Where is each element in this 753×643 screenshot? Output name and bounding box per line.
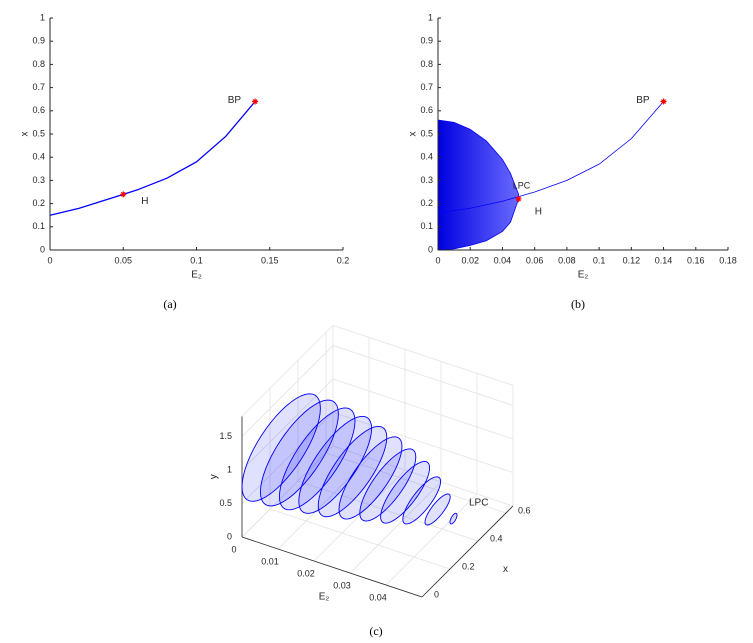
limit-cycle xyxy=(241,393,321,502)
x-tick-label: 0.12 xyxy=(623,255,641,265)
e-tick-label: 0.04 xyxy=(369,592,387,602)
limit-cycle xyxy=(424,493,451,526)
grid-line xyxy=(313,349,406,562)
y-tick-label: 0.8 xyxy=(32,59,45,69)
e-tick-label: 0.03 xyxy=(333,580,351,590)
curve xyxy=(437,101,664,214)
x-tick-label: 0.08 xyxy=(558,255,576,265)
x-tick-label: 0 xyxy=(434,589,439,599)
point-label: BP xyxy=(636,95,650,106)
y-tick-label: 0.4 xyxy=(420,152,433,162)
y-tick-label: 0.1 xyxy=(32,221,45,231)
y-tick-label: 0.2 xyxy=(32,198,45,208)
point-marker xyxy=(660,98,667,105)
e-axis-label: E₂ xyxy=(319,592,330,603)
grid-line xyxy=(241,325,334,538)
y-axis-label: x xyxy=(20,132,31,137)
y-tick-label: 0 xyxy=(227,531,232,541)
cycle-label: LPC xyxy=(469,498,488,509)
grid-line xyxy=(385,373,478,586)
y-tick-label: 0.5 xyxy=(219,498,232,508)
cycle-label: LPC xyxy=(513,181,531,191)
caption: (a) xyxy=(163,297,176,311)
caption: (c) xyxy=(369,624,382,638)
x-axis-label: E₂ xyxy=(578,270,589,281)
x-tick-label: 0.06 xyxy=(526,255,544,265)
x-tick-label: 0.02 xyxy=(461,255,479,265)
y-tick-label: 0.3 xyxy=(420,175,433,185)
e-tick-label: 0 xyxy=(231,544,236,554)
limit-cycle xyxy=(449,512,458,525)
y-tick-label: 0.6 xyxy=(32,105,45,115)
x-tick-label: 0.1 xyxy=(190,255,203,265)
y-tick-label: 0.8 xyxy=(420,59,433,69)
e-tick-label: 0.02 xyxy=(297,568,315,578)
limit-cycle xyxy=(259,399,339,507)
y-tick-label: 0.5 xyxy=(32,128,45,138)
caption: (b) xyxy=(571,297,585,311)
x-tick-label: 0.14 xyxy=(655,255,673,265)
y-tick-label: 0.9 xyxy=(32,36,45,46)
point-marker xyxy=(120,191,127,198)
y-tick-label: 1 xyxy=(428,12,433,22)
y-tick-label: 0.5 xyxy=(420,128,433,138)
x-tick-label: 0.2 xyxy=(462,561,475,571)
x-tick-label: 0 xyxy=(435,255,440,265)
limit-cycle xyxy=(278,407,356,511)
x-tick-label: 0.6 xyxy=(518,505,531,515)
y-tick-label: 0.2 xyxy=(420,198,433,208)
x-tick-label: 0.15 xyxy=(261,255,279,265)
x-tick-label: 0.18 xyxy=(719,255,737,265)
x-axis-label: x xyxy=(503,564,508,575)
y-tick-label: 1.5 xyxy=(219,431,232,441)
y-tick-label: 1 xyxy=(40,12,45,22)
x-tick-label: 0.05 xyxy=(114,255,132,265)
cycle-envelope xyxy=(437,119,519,251)
y-tick-label: 0 xyxy=(40,244,45,254)
x-tick-label: 0.2 xyxy=(337,255,350,265)
y-tick-label: 0.1 xyxy=(420,221,433,231)
point-label: H xyxy=(535,207,542,218)
e-axis xyxy=(241,536,423,598)
x-tick-label: 0.4 xyxy=(490,533,503,543)
x-tick-label: 0 xyxy=(47,255,52,265)
limit-cycle xyxy=(402,476,442,525)
y-tick-label: 0.7 xyxy=(32,82,45,92)
x-tick-label: 0.16 xyxy=(687,255,705,265)
y-axis-label: x xyxy=(408,132,419,137)
y-tick-label: 0.9 xyxy=(420,36,433,46)
y-tick-label: 0.3 xyxy=(32,175,45,185)
y-tick-label: 0 xyxy=(428,244,433,254)
limit-cycle xyxy=(380,461,431,524)
box-edge xyxy=(241,324,514,506)
point-marker xyxy=(252,98,259,105)
curve xyxy=(49,101,256,216)
limit-cycle xyxy=(317,425,388,518)
point-label: BP xyxy=(228,95,242,106)
x-tick-label: 0.04 xyxy=(494,255,512,265)
y-tick-label: 0.4 xyxy=(32,152,45,162)
x-tick-label: 0.1 xyxy=(593,255,606,265)
point-marker xyxy=(515,195,522,202)
point-label: H xyxy=(141,196,148,207)
y-tick-label: 1 xyxy=(227,464,232,474)
y-axis-label: y xyxy=(209,474,220,479)
limit-cycle xyxy=(359,448,417,522)
grid-line xyxy=(297,360,479,542)
y-tick-label: 0.7 xyxy=(420,82,433,92)
limit-cycle xyxy=(338,436,403,520)
x-axis-label: E₂ xyxy=(191,270,202,281)
e-tick-label: 0.01 xyxy=(261,556,279,566)
x-axis xyxy=(421,505,514,598)
grid-line xyxy=(277,337,370,550)
y-tick-label: 0.6 xyxy=(420,105,433,115)
grid-line xyxy=(269,388,451,570)
